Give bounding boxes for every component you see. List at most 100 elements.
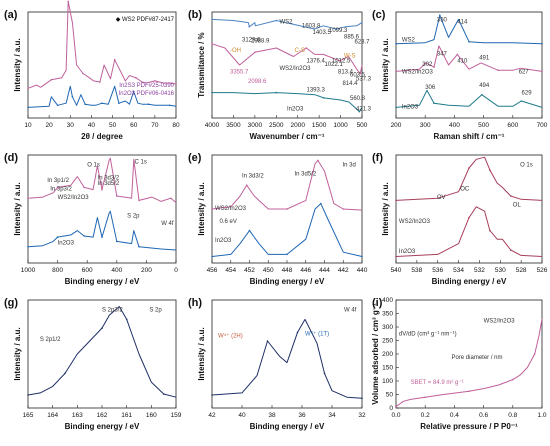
data-point [116, 195, 118, 197]
annotation: 410 [457, 59, 468, 65]
annotation: 1393.3 [307, 87, 326, 93]
data-point [533, 353, 536, 355]
data-point [147, 103, 150, 105]
data-point [468, 390, 470, 393]
x-tick-label: 80 [172, 122, 180, 129]
data-point [320, 202, 322, 205]
y-tick-label: 50 [386, 392, 394, 399]
annotation: 537.3 [356, 77, 372, 83]
x-tick-label: 2500 [269, 122, 284, 129]
panel-label: (a) [4, 9, 18, 21]
annotation: 2098.6 [248, 79, 267, 85]
y-tick-label: 200 [382, 351, 393, 358]
annotation: W⁴⁺ (2H) [218, 333, 243, 340]
annotation: 414 [457, 19, 468, 25]
y-tick-label: 250 [382, 338, 393, 345]
x-tick-label: 452 [244, 267, 255, 274]
x-tick-label: 400 [449, 122, 460, 129]
annotation: WS2/In2O3 [402, 69, 434, 75]
annotation: In 3d [343, 163, 356, 169]
x-tick-label: 442 [338, 267, 349, 274]
series-line-0 [395, 14, 543, 45]
data-point [248, 229, 251, 232]
data-point [82, 72, 84, 75]
x-tick-label: 538 [411, 267, 422, 274]
x-tick-label: 20 [46, 122, 54, 129]
annotation: 1022.1 [325, 62, 344, 68]
series-line-0 [27, 157, 177, 203]
y-axis-label: Intensity / a.u. [13, 38, 22, 91]
annotation: In2O3 [399, 249, 416, 255]
data-point [456, 53, 459, 56]
data-point [27, 87, 29, 90]
data-point [275, 19, 278, 22]
annotation: S 2p3/2 [102, 308, 123, 314]
panel-label: (c) [372, 9, 386, 21]
y-axis-label: Intensity / a.u. [381, 38, 390, 91]
x-tick-label: 454 [225, 267, 236, 274]
x-tick-label: 446 [300, 267, 311, 274]
data-point [175, 83, 177, 85]
data-point [248, 26, 251, 28]
y-axis-label: Intensity / a.u. [13, 182, 22, 235]
data-point [27, 197, 29, 199]
data-point [322, 97, 325, 99]
x-tick-label: 534 [453, 267, 464, 274]
data-point [520, 100, 523, 102]
x-tick-label: 36 [298, 412, 306, 419]
chart-panel-4: (e) 456 454 452 450 448 446 444 442 440 Binding en… [188, 152, 368, 286]
data-point [211, 255, 213, 258]
x-tick-label: 526 [537, 267, 548, 274]
data-point [113, 58, 116, 61]
annotation: 1403.5 [313, 30, 332, 36]
data-point [361, 255, 363, 258]
annotation: 603.5 [350, 72, 366, 78]
series-line-1 [211, 43, 363, 74]
data-point [132, 90, 135, 93]
data-point [154, 80, 156, 82]
x-tick-label: 400 [111, 267, 122, 274]
annotation: WS2/In2O3 [280, 66, 312, 72]
annotation: 560.8 [350, 96, 366, 102]
data-point [211, 43, 213, 45]
annotation: 623.7 [355, 40, 371, 46]
data-point [275, 91, 278, 94]
data-point [395, 43, 397, 45]
plot-frame [395, 11, 543, 119]
annotation: WS2/In2O3 [484, 318, 516, 324]
legend-entry: ◆ WS2 PDF#87-2417 [116, 17, 175, 23]
y-tick-label: 400 [382, 297, 393, 304]
annotation: 814.4 [343, 81, 359, 87]
x-tick-label: 0.0 [391, 412, 400, 419]
plot-frame [27, 11, 177, 119]
chart-panel-8: (i) 0.0 0.2 0.4 0.6 0.8 1.0 0 50 100 150 200 250 300 3… [371, 297, 547, 431]
data-point [342, 208, 345, 210]
annotation: 306 [425, 85, 436, 91]
chart-panel-5: (f) 540 538 536 534 532 530 528 526 Binding energ… [372, 152, 548, 286]
x-tick-label: 0.8 [508, 412, 517, 419]
annotation: In 3d3/2 [242, 173, 264, 179]
data-point [335, 28, 338, 30]
x-tick-label: 34 [328, 412, 336, 419]
x-axis-label: Binding energy / eV [432, 277, 507, 286]
data-point [83, 235, 85, 237]
x-tick-label: 500 [478, 122, 489, 129]
chart-panel-7: (h) 42 40 38 36 34 32 Binding energy / eV Intens… [188, 297, 366, 431]
x-tick-label: 0.2 [421, 412, 430, 419]
chart-panel-2: (c) 200 300 400 500 600 700 Raman shift / cm⁻¹ I… [372, 9, 548, 141]
plot-frame [27, 154, 177, 264]
y-axis-label: Volume adsorbed / cm³ g⁻¹ [371, 303, 380, 405]
data-point [56, 104, 59, 107]
annotation: 491 [479, 56, 490, 62]
data-point [245, 184, 248, 186]
panel-label: (f) [372, 152, 383, 164]
y-axis-label: Intensity / a.u. [13, 327, 22, 380]
data-point [170, 197, 172, 199]
x-tick-label: 1500 [312, 122, 327, 129]
annotation: WS2/In2O3 [58, 195, 90, 201]
annotation: In2O3 [58, 240, 75, 246]
data-point [489, 169, 491, 171]
y-axis-label: Intensity / a.u. [197, 327, 206, 380]
data-point [118, 102, 120, 104]
